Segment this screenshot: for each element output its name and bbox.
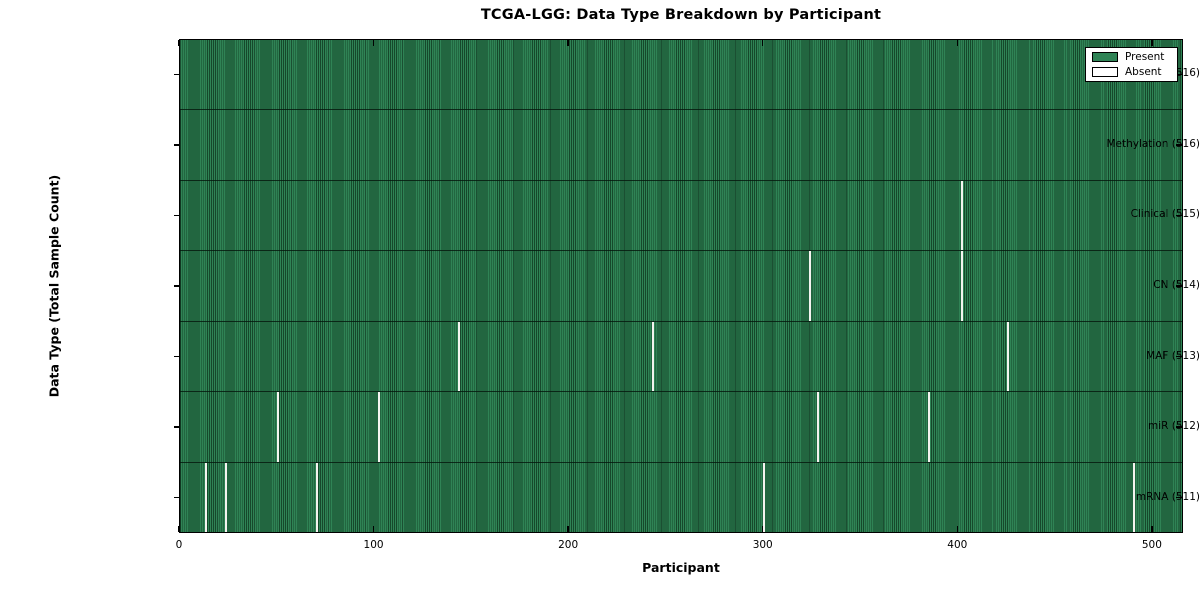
- heatmap-row-Methylation: [180, 109, 1182, 180]
- tick-mark: [174, 73, 180, 76]
- tick-mark: [178, 526, 180, 532]
- tick-mark: [1176, 144, 1182, 146]
- x-tick-label: 400: [947, 539, 968, 551]
- tick-mark: [1176, 355, 1182, 358]
- heatmap-row-miR: [180, 391, 1182, 462]
- tick-mark: [761, 526, 764, 532]
- legend: Present Absent: [1085, 47, 1178, 82]
- absent-mark: [277, 392, 280, 462]
- chart-title: TCGA-LGG: Data Type Breakdown by Partici…: [480, 7, 882, 23]
- y-tick-label: miR (512): [1147, 420, 1200, 433]
- tick-mark: [174, 144, 180, 146]
- tick-mark: [174, 355, 180, 358]
- tick-mark: [174, 426, 180, 428]
- x-tick-label: 200: [558, 539, 579, 551]
- tick-mark: [761, 40, 764, 46]
- x-tick-label: 100: [363, 539, 384, 551]
- legend-entry-present: Present: [1092, 52, 1171, 63]
- legend-label: Present: [1125, 51, 1165, 63]
- tick-mark: [1176, 426, 1182, 428]
- tick-mark: [174, 214, 180, 217]
- legend-swatch: [1092, 66, 1118, 77]
- tick-mark: [372, 40, 375, 46]
- legend-entry-absent: Absent: [1092, 65, 1171, 78]
- y-tick-label: CN (514): [1153, 279, 1200, 291]
- absent-mark: [1133, 462, 1136, 532]
- tick-mark: [567, 526, 569, 532]
- plot-area: [179, 39, 1183, 533]
- tick-mark: [372, 526, 375, 532]
- absent-mark: [378, 392, 381, 462]
- y-tick-label: mRNA (511): [1135, 490, 1200, 503]
- tick-mark: [956, 40, 959, 46]
- absent-mark: [315, 462, 318, 532]
- absent-mark: [224, 462, 227, 532]
- absent-mark: [1007, 321, 1010, 392]
- y-tick-label: Clinical (515): [1130, 208, 1200, 221]
- x-tick-label: 0: [175, 539, 183, 551]
- tick-mark: [1151, 40, 1153, 46]
- absent-mark: [960, 180, 963, 251]
- heatmap-row-MAF: [180, 320, 1182, 392]
- tick-mark: [174, 496, 180, 499]
- tick-mark: [1176, 285, 1182, 287]
- y-axis-label: Data Type (Total Sample Count): [46, 174, 62, 398]
- heatmap-row-mRNA: [180, 461, 1182, 532]
- absent-mark: [651, 321, 654, 392]
- tick-mark: [1176, 214, 1182, 217]
- y-tick-label: MAF (513): [1146, 349, 1200, 362]
- tick-mark: [178, 40, 180, 46]
- heatmap-row-BCR: [180, 40, 1182, 110]
- tick-mark: [956, 526, 959, 532]
- tick-mark: [1176, 73, 1182, 76]
- legend-label: Absent: [1125, 65, 1162, 78]
- heatmap-row-CN: [180, 250, 1182, 321]
- y-tick-label: Methylation (516): [1106, 137, 1200, 150]
- legend-swatch: [1092, 52, 1118, 63]
- x-axis-label: Participant: [642, 560, 720, 575]
- absent-mark: [816, 392, 819, 462]
- x-tick-label: 300: [752, 539, 773, 551]
- tick-mark: [1176, 496, 1182, 499]
- absent-mark: [927, 392, 930, 462]
- tick-mark: [1151, 526, 1153, 532]
- absent-mark: [762, 462, 765, 532]
- tick-mark: [567, 40, 569, 46]
- absent-mark: [205, 462, 208, 532]
- absent-mark: [809, 251, 812, 321]
- heatmap-row-Clinical: [180, 179, 1182, 251]
- absent-mark: [457, 321, 460, 392]
- x-tick-label: 500: [1141, 539, 1162, 551]
- absent-mark: [960, 251, 963, 321]
- tick-mark: [174, 285, 180, 287]
